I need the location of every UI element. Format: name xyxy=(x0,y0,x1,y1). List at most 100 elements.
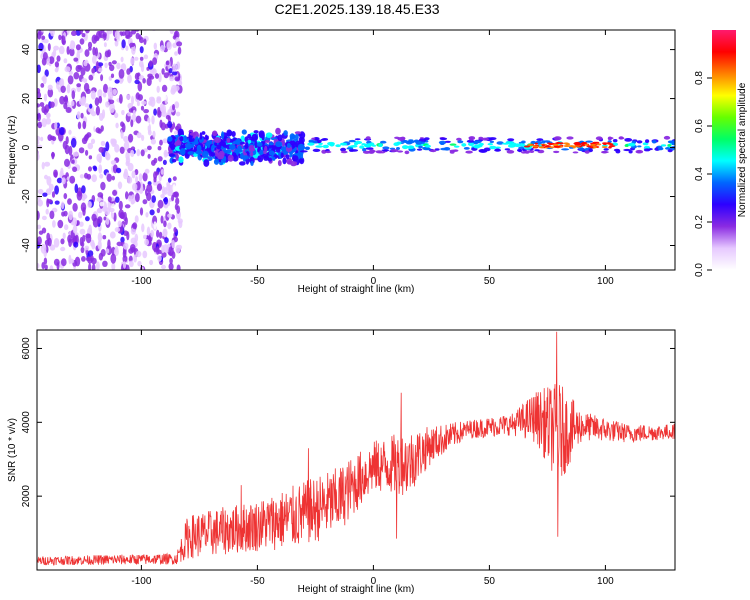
spectrogram-cell xyxy=(72,202,78,212)
spectrogram-cell xyxy=(147,30,152,34)
spectrogram-cell xyxy=(74,183,79,194)
spectrogram-cell xyxy=(88,46,92,51)
spectrogram-cell xyxy=(153,221,157,230)
spectrogram-cell xyxy=(572,146,576,149)
spectrogram-cell xyxy=(354,142,358,146)
spectrogram-cell xyxy=(125,35,131,39)
spectrogram-cell xyxy=(453,145,460,148)
spectrogram-cell xyxy=(592,141,598,144)
spectrogram-cell xyxy=(73,241,79,248)
spectrogram-cell xyxy=(139,207,144,216)
spectrogram-cell xyxy=(534,149,540,152)
spectrogram-cell xyxy=(84,133,90,140)
spectrogram-cell xyxy=(88,224,92,235)
spectrogram-cell xyxy=(120,56,124,63)
spectrogram-cell xyxy=(136,101,140,107)
snr-frame xyxy=(36,329,676,571)
spectrogram-cell xyxy=(103,83,108,94)
spectrogram-cell xyxy=(346,147,354,150)
spectrogram-cell xyxy=(167,121,173,129)
spectrogram-cell xyxy=(461,143,467,147)
spectrogram-cell xyxy=(70,137,77,148)
spectrogram-cell xyxy=(91,174,97,183)
spectrogram-cell xyxy=(286,157,293,165)
spectrogram-cell xyxy=(153,42,157,50)
spectrogram-cell xyxy=(141,134,145,141)
spectrogram-cell xyxy=(637,145,642,148)
spectrogram-cell xyxy=(286,142,291,148)
spectrogram-cell xyxy=(304,146,310,150)
spectrogram-cell xyxy=(88,166,92,172)
spectrogram-cell xyxy=(157,156,163,162)
spectrogram-cell xyxy=(69,40,76,50)
spectrogram-cell xyxy=(574,143,582,146)
spectrogram-cell xyxy=(365,136,371,140)
spectrogram-cell xyxy=(285,146,293,153)
spectrogram-cell xyxy=(613,148,620,152)
spectrogram-cell xyxy=(81,33,86,38)
spectrogram-cell xyxy=(157,146,162,151)
spectrogram-cell xyxy=(348,139,356,143)
spectrogram-cell xyxy=(536,138,544,142)
spectrogram-cell xyxy=(247,139,252,144)
spectrogram-cell xyxy=(142,250,148,259)
spectrogram-cell xyxy=(397,150,404,153)
spectrogram-cell xyxy=(77,121,82,130)
spectrogram-cell xyxy=(153,157,158,164)
y-tick-label: 4000 xyxy=(21,411,32,434)
spectrogram-cell xyxy=(96,197,103,202)
spectrogram-cell xyxy=(390,149,399,153)
spectrogram-cell xyxy=(165,60,170,66)
snr-y-axis: 2000 4000 6000 xyxy=(21,337,675,507)
spectrogram-cell xyxy=(172,104,175,111)
spectrogram-cell xyxy=(240,152,244,160)
spectrogram-cell xyxy=(469,136,474,141)
spectrogram-cell xyxy=(114,79,120,84)
spectrogram-cell xyxy=(275,127,281,135)
spectrogram-cell xyxy=(449,143,457,146)
spectrogram-cell xyxy=(405,140,413,145)
spectrogram-cell xyxy=(118,69,125,79)
spectrogram-cell xyxy=(541,144,546,147)
spectrogram-cell xyxy=(37,236,42,246)
spectrogram-cell xyxy=(141,223,145,233)
spectrogram-cell xyxy=(315,145,324,148)
spectrogram-cell xyxy=(72,151,79,157)
spectrogram-cell xyxy=(297,143,305,151)
spectrogram-cell xyxy=(123,242,129,250)
spectrogram-cell xyxy=(321,138,329,141)
spectrogram-cell xyxy=(79,221,84,227)
colorbar-ticks: 0.0 0.2 0.4 0.6 0.8 xyxy=(694,71,712,277)
y-tick-label: 40 xyxy=(21,44,32,56)
spectrogram-cell xyxy=(102,260,108,267)
spectrogram-cell xyxy=(107,239,111,250)
spectrogram-cell xyxy=(46,112,51,119)
spectrogram-cell xyxy=(146,192,152,202)
spectrogram-cell xyxy=(80,112,84,119)
spectrogram-cell xyxy=(589,146,594,149)
spectrogram-cell xyxy=(40,83,45,88)
spectrogram-cell xyxy=(107,196,112,203)
spectrogram-cell xyxy=(61,211,66,217)
spectrogram-cell xyxy=(84,49,90,57)
spectrogram-cell xyxy=(114,112,119,119)
spectrogram-cell xyxy=(466,139,475,143)
spectrogram-cell xyxy=(138,173,143,182)
spectrogram-cell xyxy=(43,39,49,44)
spectrogram-cell xyxy=(142,172,148,182)
spectrogram-frame xyxy=(36,29,676,271)
spectrogram-cell xyxy=(139,37,144,44)
spectrogram-cell xyxy=(149,209,155,216)
spectrogram-cell xyxy=(657,147,663,150)
spectrogram-cell xyxy=(99,201,105,207)
spectrogram-cell xyxy=(143,38,147,45)
spectrogram-cell xyxy=(600,151,609,154)
spectrogram-cell xyxy=(41,25,46,30)
spectrogram-cell xyxy=(160,194,165,199)
spectrogram-cell xyxy=(44,161,51,167)
spectrogram-cell xyxy=(175,197,180,205)
spectrogram-cell xyxy=(79,174,84,179)
snr-x-label: Height of straight line (km) xyxy=(298,584,415,595)
spectrogram-cell xyxy=(41,35,46,41)
spectrogram-cell xyxy=(56,177,63,184)
